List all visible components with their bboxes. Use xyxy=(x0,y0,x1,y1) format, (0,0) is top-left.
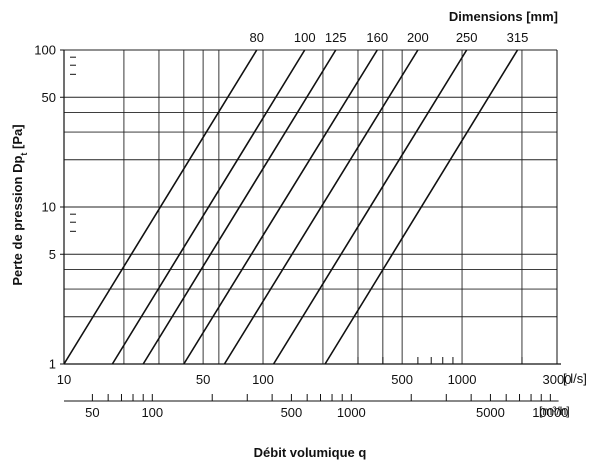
series-line-125 xyxy=(142,49,337,365)
series-line-100 xyxy=(111,49,306,365)
x-tick-label-m3h: 50 xyxy=(85,405,99,420)
y-axis-label-unit: [Pa] xyxy=(10,124,25,152)
series-label-100: 100 xyxy=(294,30,316,45)
series-line-200 xyxy=(223,49,419,365)
x-tick-label-ls: 50 xyxy=(196,372,210,387)
series-line-160 xyxy=(183,49,378,365)
chart-title: Dimensions [mm] xyxy=(449,9,558,24)
series-label-315: 315 xyxy=(507,30,529,45)
x-tick-label-ls: 3000 xyxy=(543,372,572,387)
y-tick-label: 100 xyxy=(34,43,56,58)
x-axis-unit-m3h: [m³/h] xyxy=(539,404,570,418)
y-axis-label-main: Perte de pression Dp xyxy=(10,156,25,286)
x-tick-label-m3h: 500 xyxy=(281,405,303,420)
x-tick-label-ls: 1000 xyxy=(448,372,477,387)
y-tick-label: 10 xyxy=(42,200,56,215)
x-tick-label-ls: 100 xyxy=(252,372,274,387)
series-line-315 xyxy=(324,49,519,365)
grid xyxy=(64,49,557,364)
series-label-80: 80 xyxy=(250,30,264,45)
x-tick-label-ls: 10 xyxy=(57,372,71,387)
x-tick-label-m3h: 10000 xyxy=(532,405,568,420)
y-axis-label: Perte de pression Dpt [Pa] xyxy=(10,124,29,285)
series-label-200: 200 xyxy=(407,30,429,45)
series-lines: 80 100 125 160 200 250 315 xyxy=(63,30,529,365)
x-tick-label-m3h: 5000 xyxy=(476,405,505,420)
axes: 1 5 10 50 100 10 50 100 500 1000 3000 50 100 500 1000 5… xyxy=(34,43,571,421)
series-label-125: 125 xyxy=(325,30,347,45)
series-label-160: 160 xyxy=(366,30,388,45)
x-tick-label-ls: 500 xyxy=(391,372,413,387)
x-tick-label-m3h: 100 xyxy=(141,405,163,420)
y-tick-label: 1 xyxy=(49,357,56,372)
series-label-250: 250 xyxy=(456,30,478,45)
x-axis-unit-ls: [ l/s] xyxy=(563,371,587,386)
y-axis-label-subscript: t xyxy=(19,153,29,156)
x-tick-label-m3h: 1000 xyxy=(337,405,366,420)
series-line-80 xyxy=(63,49,258,365)
series-line-250 xyxy=(272,49,468,365)
y-tick-label: 5 xyxy=(49,247,56,262)
x-axis-label: Débit volumique q xyxy=(254,445,367,460)
y-tick-label: 50 xyxy=(42,90,56,105)
